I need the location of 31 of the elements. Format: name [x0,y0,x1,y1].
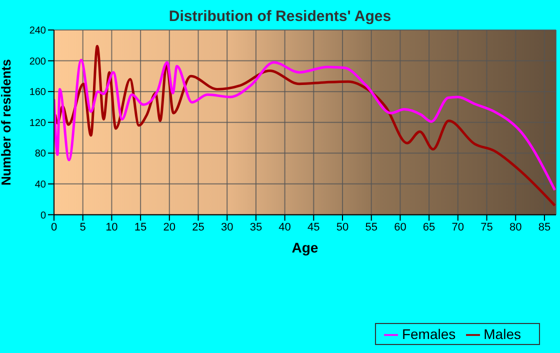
x-tick-label: 50 [336,222,349,234]
x-tick-label: 35 [250,222,262,234]
x-tick-label: 20 [163,222,176,234]
x-tick-label: 60 [394,222,406,234]
y-tick-label: 200 [29,56,46,68]
x-tick-label: 5 [80,222,86,234]
x-tick-label: 70 [452,222,464,234]
x-tick-label: 40 [278,222,291,234]
y-tick-label: 120 [29,118,46,129]
x-tick-label: 65 [422,222,436,234]
x-tick-label: 25 [192,222,204,234]
legend-label: Males [484,326,521,342]
x-axis-title: Age [292,240,318,256]
x-tick-label: 85 [538,222,551,234]
x-tick-label: 15 [134,222,147,234]
y-tick-label: 80 [34,148,46,160]
x-tick-label: 75 [480,222,493,234]
x-tick-label: 80 [509,222,522,234]
x-tick-label: 45 [308,222,320,234]
x-tick-label: 0 [50,222,58,234]
x-tick-label: 30 [220,222,234,234]
chart-title: Distribution of Residents' Ages [168,8,392,25]
y-tick-label: 40 [34,179,46,190]
y-tick-label: 240 [29,26,46,37]
y-tick-label: 0 [40,210,46,222]
y-axis-title: Number of residents [0,59,14,186]
x-tick-label: 55 [365,222,378,234]
y-tick-label: 160 [29,87,46,98]
legend-label: Females [402,326,456,342]
x-tick-label: 10 [106,222,118,234]
line-series [54,58,556,192]
